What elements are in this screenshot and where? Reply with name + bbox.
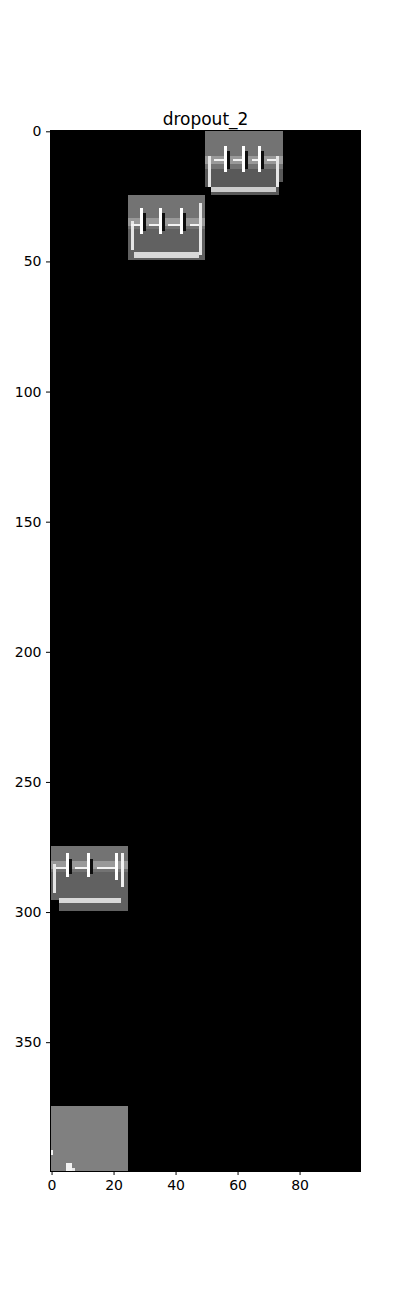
svg-text:40: 40 [167,1177,185,1193]
svg-text:200: 200 [15,644,42,660]
svg-text:80: 80 [291,1177,309,1193]
svg-text:0: 0 [33,123,42,139]
svg-text:50: 50 [24,253,42,269]
svg-text:150: 150 [15,514,42,530]
svg-text:60: 60 [229,1177,247,1193]
svg-text:350: 350 [15,1034,42,1050]
svg-text:0: 0 [48,1177,57,1193]
svg-text:100: 100 [15,384,42,400]
svg-text:300: 300 [15,904,42,920]
svg-text:dropout_2: dropout_2 [163,109,249,130]
svg-text:250: 250 [15,774,42,790]
svg-text:20: 20 [105,1177,123,1193]
